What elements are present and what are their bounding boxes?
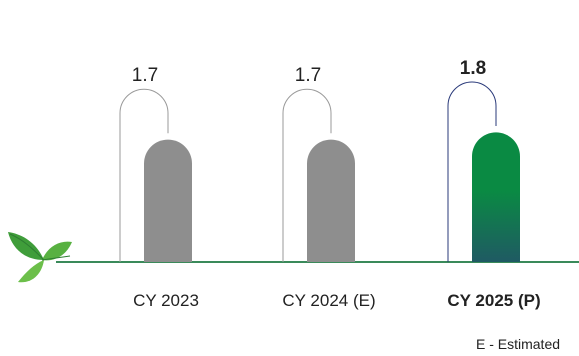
chart-marks: 1.7 CY 2023 1.7 CY 2024 (E) 1.8 CY 2025 (P)	[119, 58, 541, 310]
data-label: 1.7	[132, 65, 158, 86]
bar-outline	[447, 81, 497, 262]
footnote-estimated: E - Estimated	[476, 336, 560, 352]
category-label: CY 2023	[133, 291, 199, 310]
bar-outline	[282, 88, 332, 262]
data-label: 1.7	[295, 65, 321, 86]
category-label: CY 2025 (P)	[447, 291, 540, 310]
data-label: 1.8	[460, 58, 486, 79]
leaf-icon	[8, 232, 72, 283]
category-label: CY 2024 (E)	[282, 291, 375, 310]
bar	[307, 139, 355, 262]
bar	[144, 139, 192, 262]
bar	[472, 132, 520, 262]
bar-outline	[119, 88, 169, 262]
